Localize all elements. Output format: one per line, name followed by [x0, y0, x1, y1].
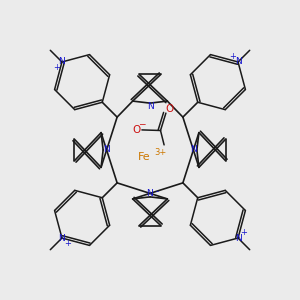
- Text: N: N: [58, 233, 65, 242]
- Text: N: N: [58, 58, 65, 67]
- Text: −: −: [138, 119, 145, 128]
- Text: N: N: [147, 189, 153, 198]
- Text: N: N: [103, 146, 110, 154]
- Text: 3+: 3+: [154, 148, 166, 157]
- Text: +: +: [240, 228, 247, 237]
- Text: O: O: [132, 124, 141, 135]
- Text: +: +: [64, 239, 71, 248]
- Text: -: -: [155, 187, 158, 196]
- Text: N: N: [190, 146, 197, 154]
- Text: +: +: [53, 63, 60, 72]
- Text: +: +: [229, 52, 236, 61]
- Text: N: N: [235, 58, 242, 67]
- Text: Fe: Fe: [138, 152, 150, 163]
- Text: O: O: [165, 104, 174, 115]
- Text: N: N: [235, 233, 242, 242]
- Text: N: N: [147, 102, 153, 111]
